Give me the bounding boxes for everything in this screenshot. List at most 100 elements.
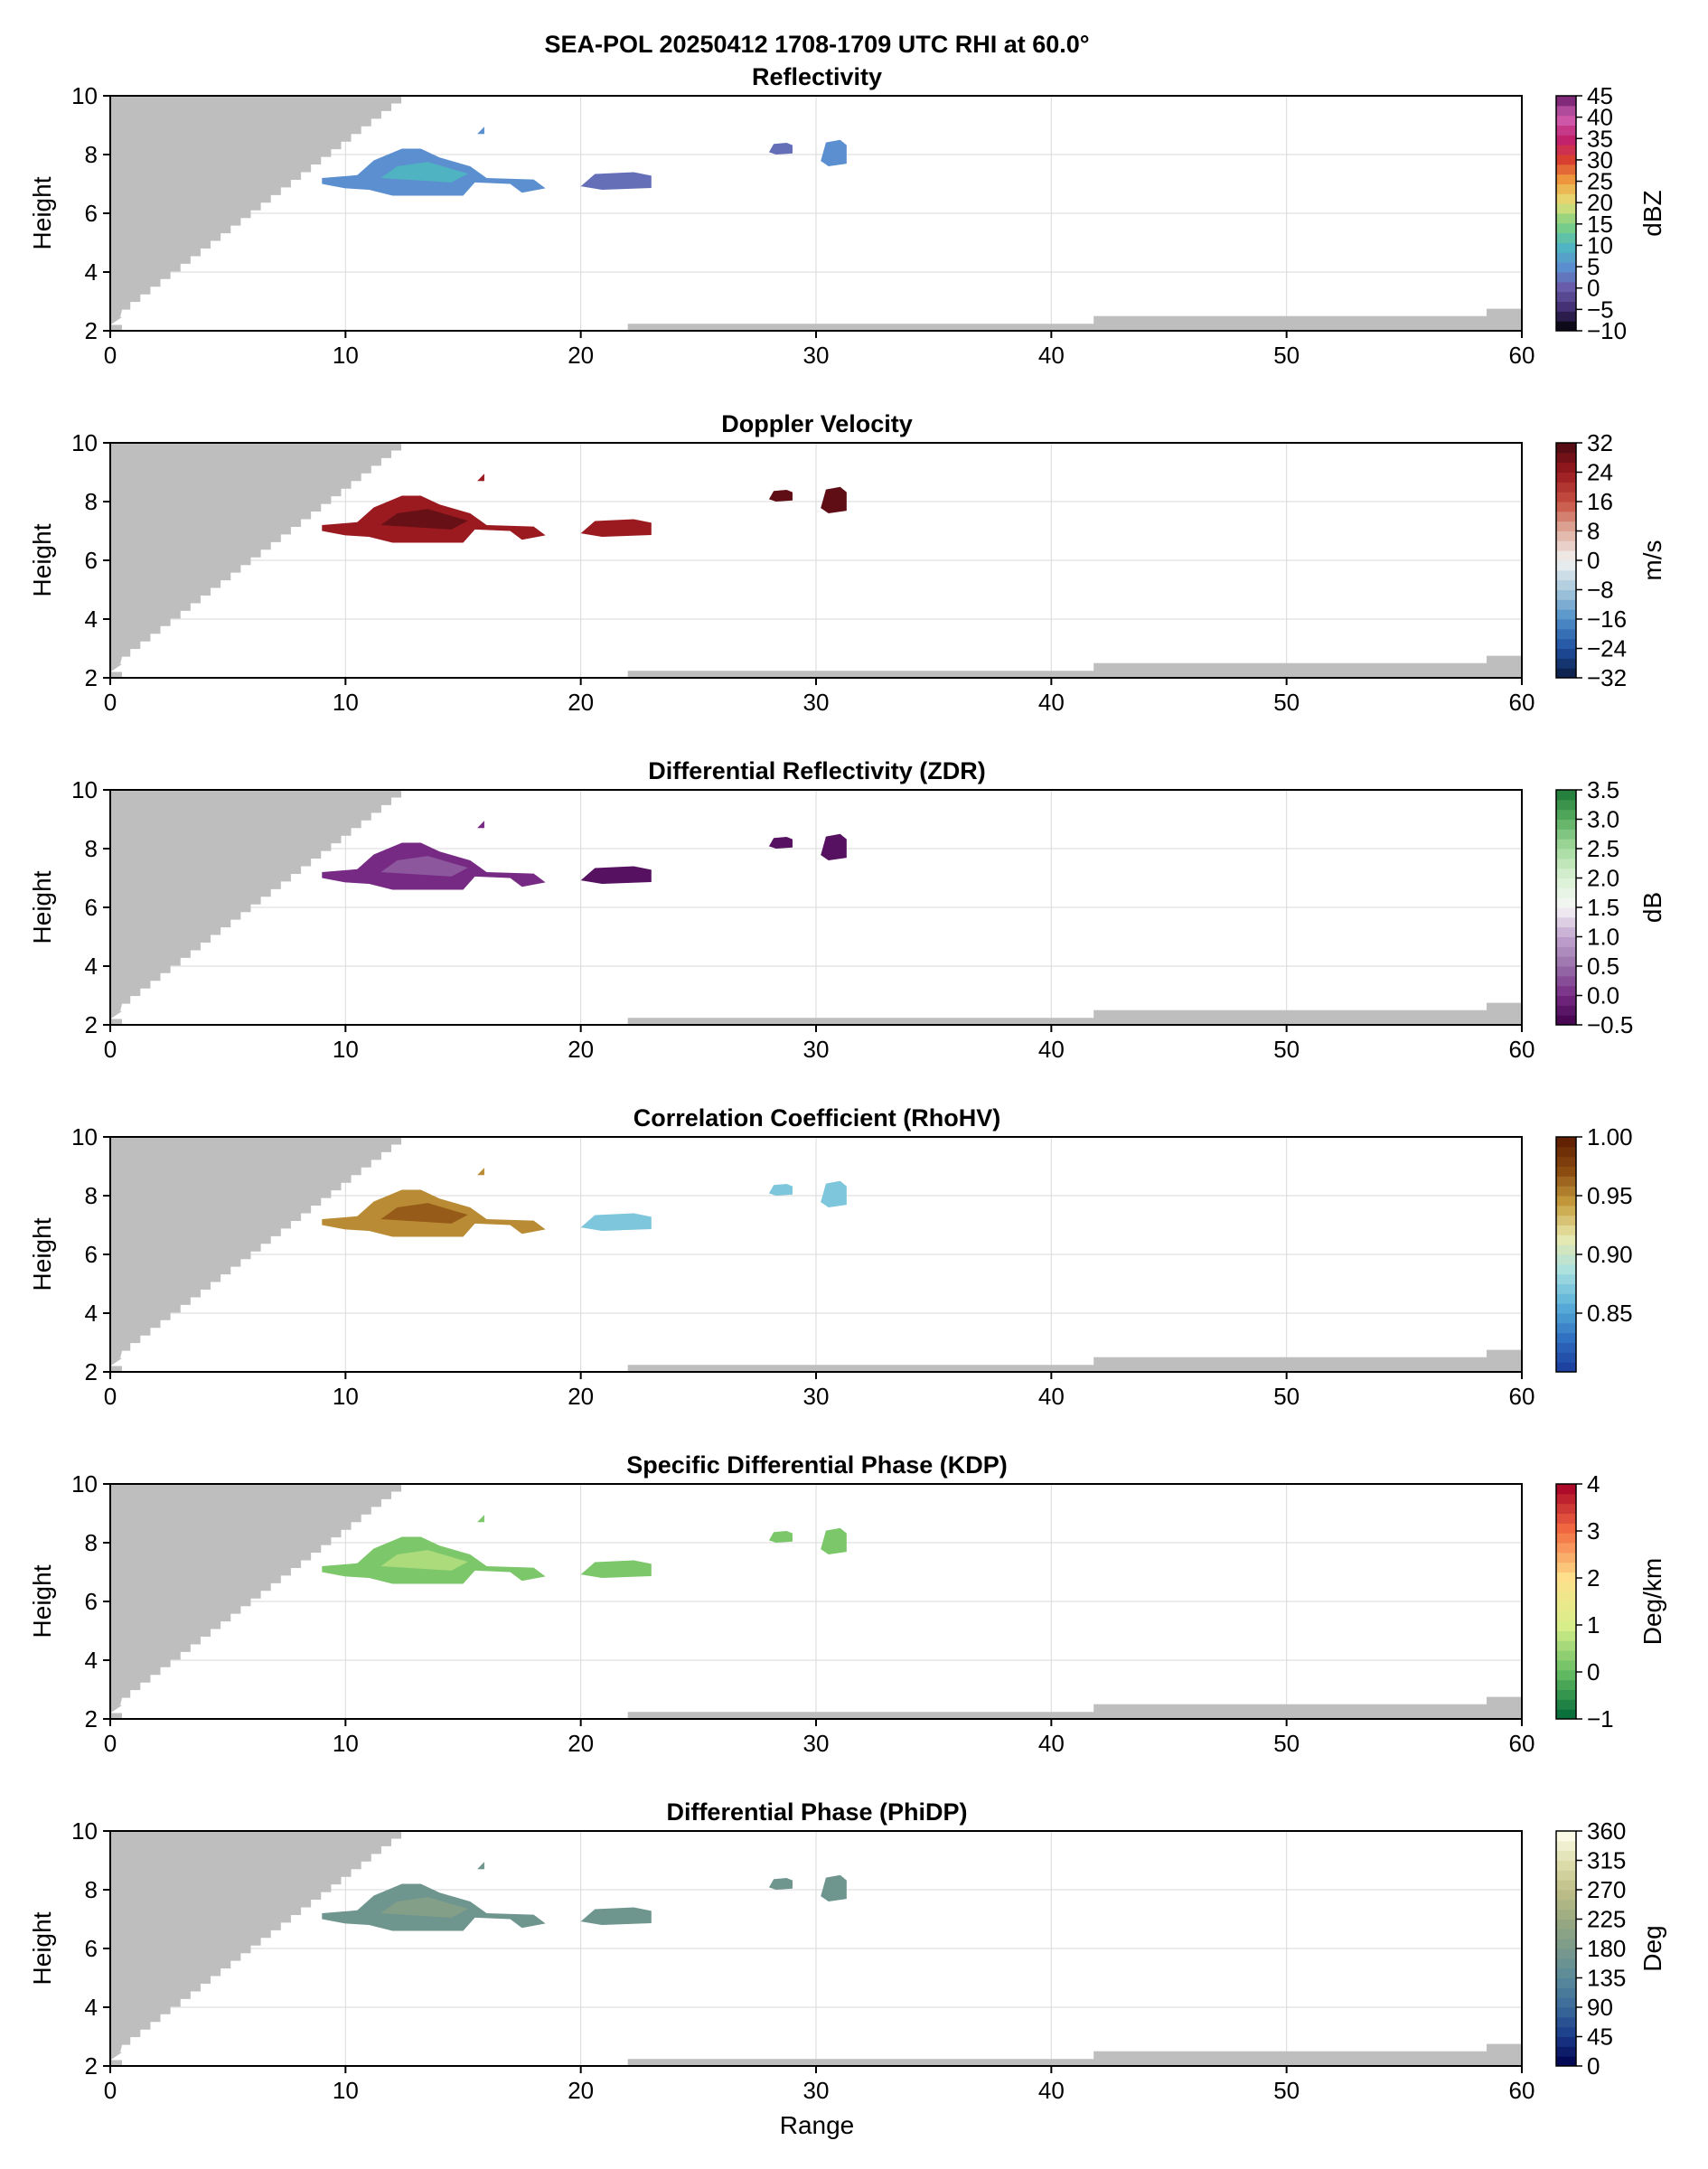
echo-cloud-core [380, 856, 468, 877]
x-tick-label: 30 [803, 689, 830, 716]
colorbar-swatch [1556, 956, 1576, 967]
colorbar-swatch [1556, 560, 1576, 571]
colorbar-label: Deg [1638, 1925, 1666, 1971]
colorbar-swatch [1556, 1332, 1576, 1343]
colorbar-tick-label: −1 [1587, 1705, 1614, 1732]
colorbar-swatch [1556, 829, 1576, 840]
x-tick-label: 50 [1273, 1730, 1300, 1757]
colorbar-tick-label: 0.0 [1587, 982, 1619, 1009]
colorbar-swatch [1556, 1831, 1576, 1842]
colorbar-tick-label: 180 [1587, 1935, 1626, 1962]
blocked-beam-wedge [110, 96, 412, 331]
x-tick-label: 50 [1273, 1383, 1300, 1410]
colorbar-swatch [1556, 1601, 1576, 1612]
colorbar-swatch [1556, 1909, 1576, 1920]
y-tick-label: 6 [85, 1241, 98, 1268]
colorbar-swatch [1556, 648, 1576, 659]
colorbar-swatch [1556, 1709, 1576, 1720]
colorbar-swatch [1556, 511, 1576, 522]
colorbar-swatch [1556, 1977, 1576, 1988]
colorbar-swatch [1556, 1484, 1576, 1495]
y-tick-label: 6 [85, 200, 98, 227]
colorbar-tick-label: 4 [1587, 1470, 1600, 1498]
colorbar-swatch [1556, 1196, 1576, 1207]
x-tick-label: 30 [803, 2077, 830, 2104]
colorbar-swatch [1556, 1137, 1576, 1148]
colorbar-swatch [1556, 145, 1576, 155]
colorbar-swatch [1556, 809, 1576, 820]
colorbar-tick-label: 90 [1587, 1994, 1613, 2021]
colorbar-tick-label: 3.0 [1587, 806, 1619, 833]
colorbar-swatch [1556, 1225, 1576, 1235]
colorbar-tick-label: 1.00 [1587, 1123, 1633, 1150]
x-tick-label: 0 [104, 1730, 117, 1757]
colorbar-tick-label: 2.5 [1587, 835, 1619, 862]
colorbar-swatch [1556, 819, 1576, 830]
x-tick-label: 40 [1038, 342, 1065, 369]
colorbar-swatch [1556, 619, 1576, 630]
colorbar-swatch [1556, 1215, 1576, 1225]
colorbar-tick-label: 3.5 [1587, 776, 1619, 803]
colorbar-swatch [1556, 897, 1576, 908]
colorbar-swatch [1556, 658, 1576, 669]
colorbar-swatch [1556, 1620, 1576, 1631]
colorbar-swatch [1556, 105, 1576, 117]
colorbar-swatch [1556, 1543, 1576, 1554]
colorbar-swatch [1556, 1660, 1576, 1671]
colorbar-swatch [1556, 609, 1576, 620]
colorbar-swatch [1556, 1870, 1576, 1881]
y-tick-label: 8 [85, 1529, 98, 1556]
y-tick-label: 2 [85, 2052, 98, 2080]
colorbar-swatch [1556, 1929, 1576, 1939]
y-tick-label: 4 [85, 1647, 98, 1674]
echo-patch [580, 1213, 652, 1231]
colorbar-tick-label: 225 [1587, 1906, 1626, 1933]
echo-patch [821, 1874, 847, 1901]
colorbar-swatch [1556, 174, 1576, 184]
x-tick-label: 20 [568, 342, 594, 369]
colorbar-swatch [1556, 1205, 1576, 1216]
colorbar-swatch [1556, 492, 1576, 502]
colorbar-label: m/s [1638, 540, 1666, 580]
colorbar-swatch [1556, 1689, 1576, 1700]
x-tick-label: 40 [1038, 1730, 1065, 1757]
colorbar-tick-label: 0.5 [1587, 953, 1619, 980]
echo-patch [580, 1907, 652, 1925]
colorbar-swatch [1556, 1582, 1576, 1592]
colorbar-tick-label: 45 [1587, 2023, 1613, 2051]
colorbar-swatch [1556, 1283, 1576, 1294]
x-tick-label: 20 [568, 2077, 594, 2104]
colorbar-tick-label: 16 [1587, 488, 1613, 515]
y-tick-label: 4 [85, 606, 98, 633]
colorbar-tick-label: 24 [1587, 459, 1613, 486]
colorbar-swatch [1556, 311, 1576, 322]
colorbar-swatch [1556, 1263, 1576, 1275]
y-tick-label: 2 [85, 1358, 98, 1385]
x-tick-label: 60 [1509, 689, 1535, 716]
colorbar-swatch [1556, 569, 1576, 581]
echo-blip [477, 1515, 484, 1523]
echo-patch [768, 837, 793, 849]
y-tick-label: 10 [71, 82, 98, 109]
x-tick-label: 30 [803, 1730, 830, 1757]
colorbar-tick-label: 40 [1587, 104, 1613, 131]
x-tick-label: 50 [1273, 342, 1300, 369]
colorbar-swatch [1556, 96, 1576, 107]
colorbar-swatch [1556, 213, 1576, 224]
y-axis-label: Height [28, 176, 56, 249]
colorbar-swatch [1556, 1840, 1576, 1852]
y-axis-label: Height [28, 1564, 56, 1638]
colorbar-tick-label: 0.85 [1587, 1300, 1633, 1327]
y-tick-label: 6 [85, 1588, 98, 1615]
colorbar-swatch [1556, 1997, 1576, 2008]
colorbar-tick-label: −8 [1587, 577, 1614, 604]
colorbar-tick-label: 3 [1587, 1517, 1600, 1545]
colorbar-swatch [1556, 301, 1576, 312]
colorbar-swatch [1556, 628, 1576, 640]
echo-cloud-core [380, 509, 468, 530]
colorbar-swatch [1556, 668, 1576, 679]
y-tick-label: 6 [85, 894, 98, 921]
colorbar-swatch [1556, 995, 1576, 1006]
colorbar-swatch [1556, 262, 1576, 273]
colorbar-tick-label: 0.90 [1587, 1241, 1633, 1268]
